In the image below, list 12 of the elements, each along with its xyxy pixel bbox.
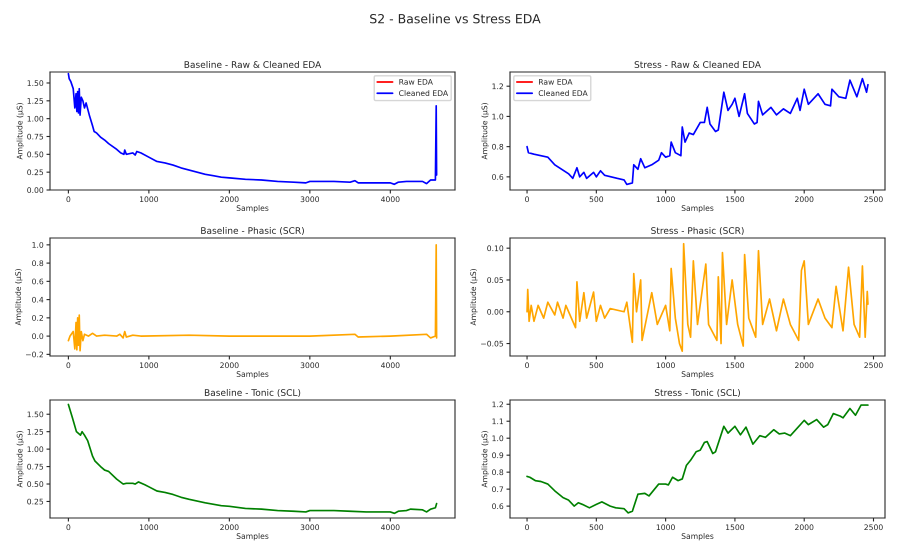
line-series bbox=[526, 78, 869, 186]
line-series bbox=[526, 404, 869, 514]
chart-title: Baseline - Raw & Cleaned EDA bbox=[184, 60, 322, 68]
line-series bbox=[68, 244, 438, 352]
chart-title: Baseline - Phasic (SCR) bbox=[201, 226, 304, 236]
line-series bbox=[68, 404, 438, 514]
line-series bbox=[526, 242, 869, 352]
chart-title: Baseline - Tonic (SCL) bbox=[204, 388, 300, 398]
chart-title: Stress - Phasic (SCR) bbox=[651, 226, 744, 236]
text: S2 - Baseline vs Stress EDA bbox=[370, 14, 541, 24]
chart-title: Stress - Tonic (SCL) bbox=[654, 388, 740, 398]
chart-title: Stress - Raw & Cleaned EDA bbox=[634, 60, 761, 68]
